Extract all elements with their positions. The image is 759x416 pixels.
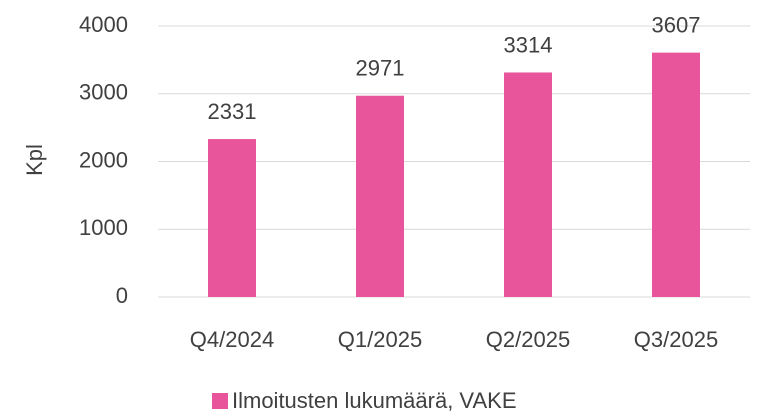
x-tick-label: Q2/2025 (486, 327, 570, 352)
x-tick-label: Q1/2025 (338, 327, 422, 352)
y-tick-label: 4000 (79, 12, 128, 37)
bar (208, 139, 256, 297)
data-label: 2331 (208, 99, 257, 124)
data-label: 3607 (652, 12, 701, 37)
data-label: 3314 (504, 32, 553, 57)
y-tick-label: 0 (116, 283, 128, 308)
y-tick-label: 3000 (79, 80, 128, 105)
y-tick-label: 1000 (79, 215, 128, 240)
x-tick-label: Q4/2024 (190, 327, 274, 352)
data-label: 2971 (356, 56, 405, 81)
bar (356, 95, 404, 297)
x-tick-label: Q3/2025 (634, 327, 718, 352)
legend-label: Ilmoitusten lukumäärä, VAKE (232, 388, 517, 413)
y-tick-label: 2000 (79, 147, 128, 172)
bar (652, 52, 700, 298)
y-axis-label: Kpl (22, 144, 47, 176)
legend-swatch (212, 393, 228, 409)
bar (504, 72, 552, 297)
